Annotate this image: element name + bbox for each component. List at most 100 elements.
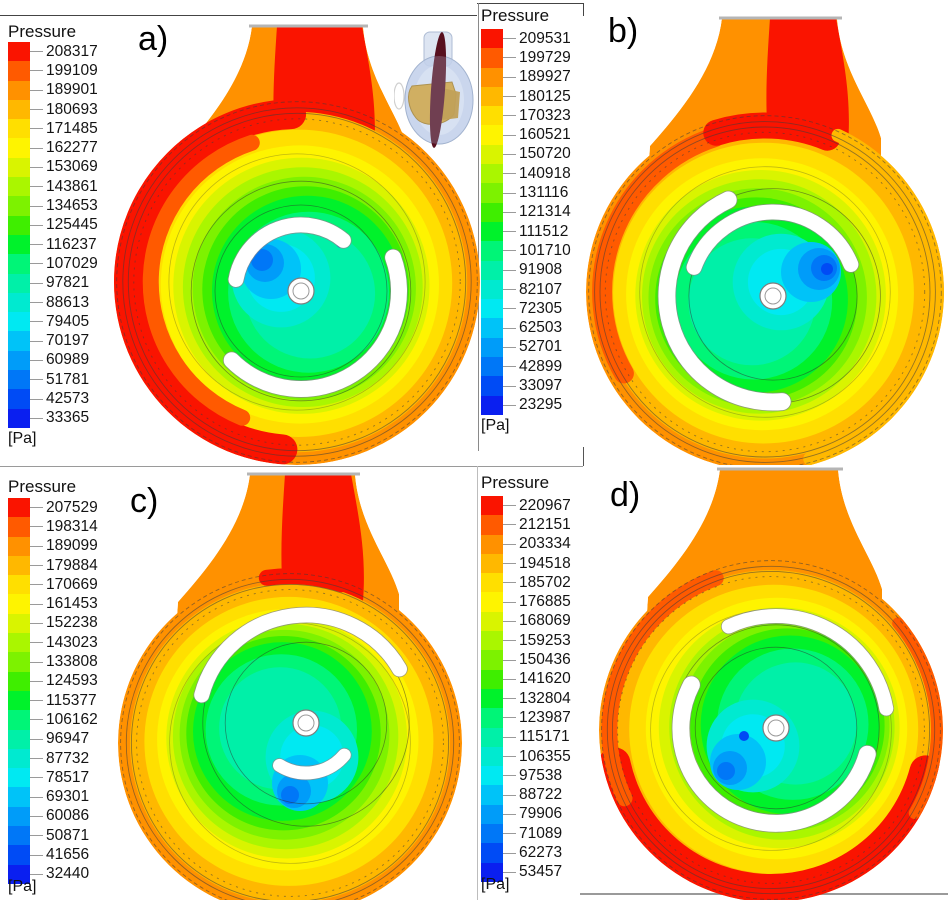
legend-value: 107029 xyxy=(46,254,98,272)
legend-value: 97538 xyxy=(519,766,563,784)
legend-tick xyxy=(503,269,516,271)
contour-plot-b xyxy=(586,16,944,465)
legend-value: 106355 xyxy=(519,747,571,765)
colorbar-band xyxy=(8,254,30,274)
colorbar-band xyxy=(481,553,503,574)
legend-tick xyxy=(503,134,516,136)
legend-tick xyxy=(30,186,43,188)
legend-tick xyxy=(30,205,43,207)
viewport-border-top-left xyxy=(0,15,477,16)
legend-tick xyxy=(30,398,43,400)
legend-tick xyxy=(503,115,516,117)
legend-tick xyxy=(503,717,516,719)
legend-tick xyxy=(30,89,43,91)
legend-tick xyxy=(503,620,516,622)
colorbar-band xyxy=(481,766,503,786)
legend-tick xyxy=(503,871,516,873)
legend-value: 33365 xyxy=(46,409,90,427)
legend-tick xyxy=(503,640,516,642)
legend-value: 115377 xyxy=(46,691,97,709)
colorbar-band xyxy=(8,555,30,576)
colorbar-band xyxy=(8,312,30,332)
legend-tick xyxy=(503,250,516,252)
colorbar-band xyxy=(481,164,503,184)
legend-value: 23295 xyxy=(519,396,563,414)
legend-value: 180693 xyxy=(46,100,98,118)
legend-tick xyxy=(503,775,516,777)
legend-tick xyxy=(30,417,43,419)
colorbar-band xyxy=(481,202,503,222)
legend-tick xyxy=(503,289,516,291)
legend-tick xyxy=(30,719,43,721)
colorbar-band xyxy=(8,157,30,178)
legend-value: 91908 xyxy=(519,261,563,279)
colorbar-band xyxy=(481,279,503,300)
colorbar-band xyxy=(8,806,30,827)
colorbar-band xyxy=(8,690,30,711)
legend-value: 207529 xyxy=(46,498,98,516)
legend-tick xyxy=(30,321,43,323)
colorbar-band xyxy=(481,631,503,651)
colorbar-band xyxy=(8,652,30,672)
legend-value: 194518 xyxy=(519,554,571,572)
legend-value: 96947 xyxy=(46,730,90,748)
colorbar-band xyxy=(8,350,30,371)
colorbar-band xyxy=(481,376,503,396)
legend-title-d: Pressure xyxy=(481,473,550,492)
colorbar-band xyxy=(8,408,30,428)
colorbar-band xyxy=(8,138,30,158)
legend-value: 88613 xyxy=(46,293,90,311)
legend-value: 50871 xyxy=(46,826,90,844)
legend-value: 162277 xyxy=(46,139,98,157)
colorbar-band xyxy=(8,389,30,409)
legend-value: 209531 xyxy=(519,29,571,47)
colorbar-band xyxy=(481,727,503,747)
legend-value: 203334 xyxy=(519,535,571,553)
contour-plot-c xyxy=(118,472,462,900)
colorbar-band xyxy=(481,318,503,338)
legend-value: 87732 xyxy=(46,749,90,767)
contour-plot-d xyxy=(599,467,943,900)
legend-value: 143023 xyxy=(46,633,98,651)
legend-tick xyxy=(30,835,43,837)
legend-value: 53457 xyxy=(519,863,563,881)
colorbar-band xyxy=(481,357,503,377)
legend-value: 189901 xyxy=(46,81,98,99)
legend-tick xyxy=(30,603,43,605)
legend-value: 143861 xyxy=(46,177,98,195)
legend-title-c: Pressure xyxy=(8,477,77,496)
legend-tick xyxy=(503,346,516,348)
legend-value: 171485 xyxy=(46,119,98,137)
legend-tick xyxy=(30,815,43,817)
legend-tick xyxy=(30,507,43,509)
legend-unit-b: [Pa] xyxy=(481,417,510,434)
colorbar-band xyxy=(481,337,503,358)
legend-value: 168069 xyxy=(519,612,571,630)
panel-label-a: a) xyxy=(138,20,169,58)
legend-tick xyxy=(30,147,43,149)
legend-unit-a: [Pa] xyxy=(8,430,37,447)
colorbar-band xyxy=(8,177,30,197)
colorbar-band xyxy=(481,611,503,632)
legend-value: 71089 xyxy=(519,824,563,842)
legend-tick xyxy=(30,166,43,168)
legend-value: 176885 xyxy=(519,593,571,611)
legend-value: 180125 xyxy=(519,87,571,105)
colorbar-band xyxy=(481,804,503,825)
legend-tick xyxy=(30,854,43,856)
colorbar-band xyxy=(481,592,503,612)
legend-value: 52701 xyxy=(519,338,563,356)
colorbar-band xyxy=(481,824,503,844)
legend-tick xyxy=(503,385,516,387)
legend-tick xyxy=(503,96,516,98)
colorbar-band xyxy=(8,768,30,788)
colorbar-band xyxy=(8,61,30,81)
legend-value: 134653 xyxy=(46,197,98,215)
colorbar-band xyxy=(8,729,30,749)
legend-value: 189099 xyxy=(46,537,98,555)
legend-value: 170323 xyxy=(519,106,571,124)
colorbar-band xyxy=(8,196,30,216)
colorbar-band xyxy=(8,119,30,139)
legend-tick xyxy=(503,153,516,155)
